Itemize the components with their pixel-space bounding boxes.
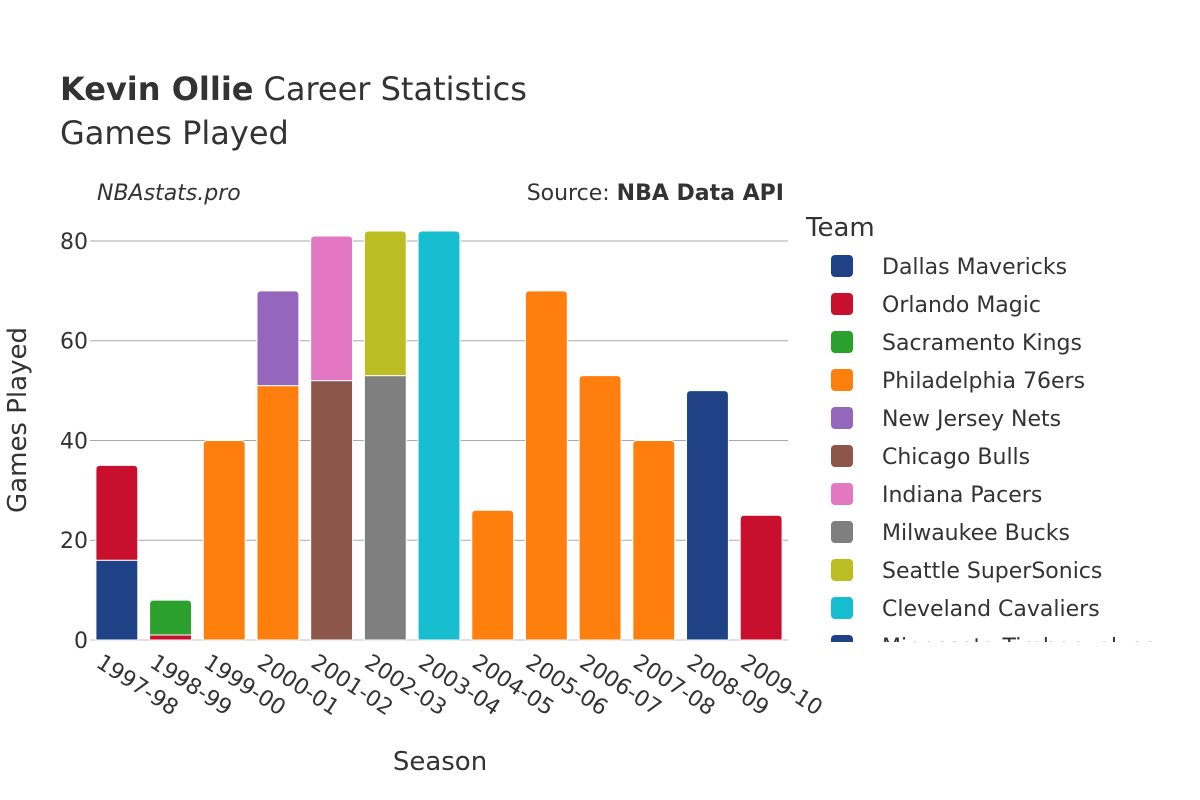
title-suffix: Career Statistics	[264, 70, 527, 108]
legend-swatch	[831, 635, 853, 642]
legend-label: Orlando Magic	[882, 293, 1041, 318]
legend-swatch	[831, 559, 853, 581]
bar-segment[interactable]	[95, 559, 139, 641]
legend-label: Sacramento Kings	[882, 331, 1082, 356]
y-axis-title: Games Played	[3, 327, 33, 513]
bar-segment[interactable]	[632, 439, 676, 641]
title-player-name: Kevin Ollie	[60, 70, 254, 108]
legend-item[interactable]: Minnesota Timberwolves	[831, 635, 1155, 660]
bar-segment[interactable]	[363, 375, 407, 641]
chart-title: Kevin Ollie Career Statistics	[60, 70, 527, 108]
legend-swatch	[831, 483, 853, 505]
bar-segment[interactable]	[363, 230, 407, 377]
legend-label: Philadelphia 76ers	[882, 369, 1085, 394]
legend-label: Cleveland Cavaliers	[882, 597, 1100, 622]
legend-label: New Jersey Nets	[882, 407, 1061, 432]
legend-swatch	[831, 521, 853, 543]
bars	[95, 230, 783, 641]
y-tick-label: 0	[74, 629, 88, 654]
bar-segment[interactable]	[310, 235, 354, 382]
bar-segment[interactable]	[95, 464, 139, 561]
legend-item[interactable]: Chicago Bulls	[831, 445, 1030, 470]
y-tick-label: 20	[60, 529, 88, 554]
legend-item[interactable]: Sacramento Kings	[831, 331, 1082, 356]
legend-item[interactable]: Milwaukee Bucks	[831, 521, 1070, 546]
legend-swatch	[831, 255, 853, 277]
bar-segment[interactable]	[524, 290, 568, 641]
legend-label: Minnesota Timberwolves	[882, 635, 1155, 660]
y-tick-label: 80	[60, 230, 88, 255]
legend-label: Seattle SuperSonics	[882, 559, 1102, 584]
legend-swatch	[831, 369, 853, 391]
legend-item[interactable]: Indiana Pacers	[831, 483, 1042, 508]
legend-item[interactable]: Dallas Mavericks	[831, 255, 1067, 280]
legend-label: Dallas Mavericks	[882, 255, 1067, 280]
legend-item[interactable]: Seattle SuperSonics	[831, 559, 1102, 584]
bar-segment[interactable]	[417, 230, 461, 641]
source-name: NBA Data API	[617, 181, 784, 206]
bar-segment[interactable]	[149, 634, 192, 641]
x-axis-title: Season	[393, 747, 487, 777]
legend-item[interactable]: Orlando Magic	[831, 293, 1041, 318]
bar-segment[interactable]	[739, 514, 783, 641]
legend-label: Milwaukee Bucks	[882, 521, 1070, 546]
legend: Dallas Mavericks Orlando Magic Sacramento …	[831, 255, 1155, 660]
y-axis-ticks: 0 20 40 60 80	[60, 230, 88, 654]
bar-segment[interactable]	[310, 380, 354, 641]
bar-segment[interactable]	[256, 290, 300, 387]
bar-segment[interactable]	[149, 599, 192, 636]
y-tick-label: 40	[60, 429, 88, 454]
bar-segment[interactable]	[686, 390, 729, 641]
bar-segment[interactable]	[471, 509, 515, 641]
legend-swatch	[831, 407, 853, 429]
watermark: NBAstats.pro	[97, 181, 241, 206]
y-tick-label: 60	[60, 330, 88, 355]
legend-swatch	[831, 293, 853, 315]
legend-swatch	[831, 597, 853, 619]
source-prefix: Source:	[527, 181, 617, 206]
legend-label: Chicago Bulls	[882, 445, 1030, 470]
bar-segment[interactable]	[256, 385, 300, 641]
legend-swatch	[831, 445, 853, 467]
legend-item[interactable]: New Jersey Nets	[831, 407, 1061, 432]
legend-title: Team	[805, 213, 875, 243]
legend-item[interactable]: Cleveland Cavaliers	[831, 597, 1100, 622]
legend-label: Indiana Pacers	[882, 483, 1042, 508]
legend-item[interactable]: Philadelphia 76ers	[831, 369, 1085, 394]
bar-segment[interactable]	[202, 439, 246, 641]
source-credit: Source: NBA Data API	[527, 181, 784, 206]
bar-segment[interactable]	[578, 375, 622, 641]
x-axis-ticks: 1997-981998-991999-002000-012001-022002-…	[92, 650, 827, 721]
legend-swatch	[831, 331, 853, 353]
chart-subtitle: Games Played	[60, 114, 289, 152]
